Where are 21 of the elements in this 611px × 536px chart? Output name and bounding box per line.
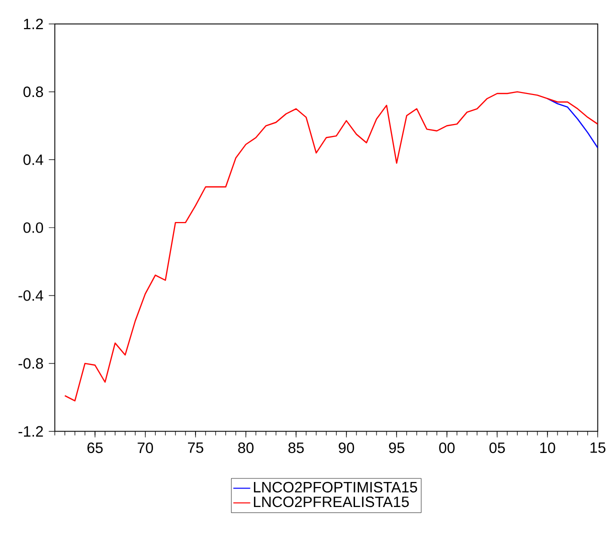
- x-tick-label: 65: [87, 442, 103, 454]
- x-tick-label: 90: [338, 442, 354, 454]
- x-tick-label: 75: [188, 442, 204, 453]
- legend-label: LNCO2PFOPTIMISTA15: [254, 482, 418, 492]
- x-tick-label: 85: [288, 442, 304, 454]
- x-tick-label: 80: [238, 442, 254, 454]
- x-tick-label: 05: [489, 442, 505, 454]
- y-tick-label: -0.8: [18, 358, 43, 369]
- y-tick-label: 0.8: [23, 86, 43, 98]
- x-tick-label: 15: [590, 442, 606, 453]
- y-tick-label: -1.2: [18, 426, 43, 437]
- x-tick-label: 70: [138, 442, 153, 454]
- y-tick-label: 0.0: [23, 222, 44, 233]
- line-series: [546, 98, 598, 148]
- x-tick-label: 95: [389, 442, 404, 454]
- x-tick-label: 10: [540, 442, 556, 454]
- y-tick-label: -0.4: [18, 290, 44, 301]
- legend-label: LNCO2PFREALISTA15: [254, 496, 409, 508]
- x-tick-label: 00: [439, 442, 455, 454]
- y-tick-label: 0.4: [23, 154, 44, 166]
- y-tick-label: 1.2: [24, 18, 43, 30]
